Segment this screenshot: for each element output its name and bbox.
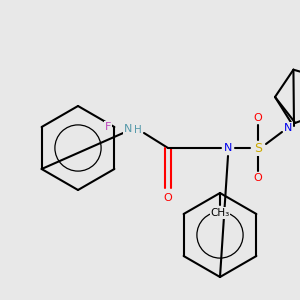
Text: N: N (224, 143, 232, 153)
Text: H: H (134, 125, 142, 135)
Text: O: O (164, 193, 172, 203)
Text: CH₃: CH₃ (210, 208, 230, 218)
Text: O: O (254, 113, 262, 123)
Text: F: F (105, 122, 112, 132)
Text: N: N (124, 124, 132, 134)
Text: N: N (284, 123, 292, 133)
Text: O: O (254, 173, 262, 183)
Text: S: S (254, 142, 262, 154)
